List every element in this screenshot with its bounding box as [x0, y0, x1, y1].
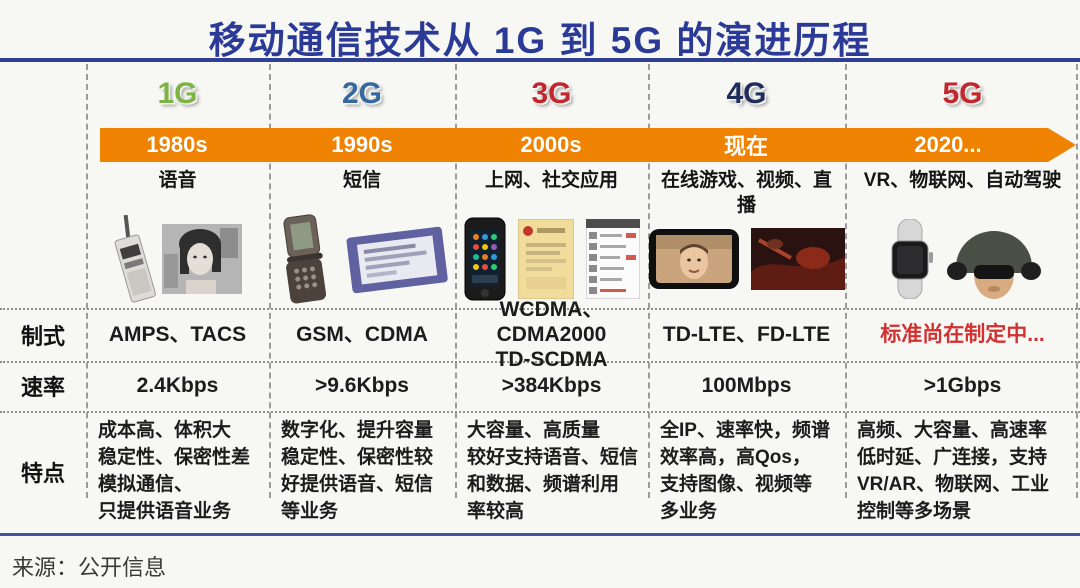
images-5g: [845, 210, 1080, 308]
empty-cell: [0, 210, 86, 308]
era-label-1990s: 1990s: [331, 132, 393, 157]
row-separator: [0, 361, 1080, 363]
portrait-photo-image: [161, 224, 242, 294]
evolution-table: 1G 2G 3G 4G 5G 1980s 1990s 2000s 现在 2020…: [0, 62, 1080, 533]
images-1g: [86, 210, 269, 308]
application-1g: 语音: [158, 170, 197, 191]
sms-screen-image: [346, 226, 448, 294]
era-label-1980s: 1980s: [146, 132, 208, 157]
rate-1g: 2.4Kbps: [136, 374, 219, 397]
gen-label-5g: 5G: [942, 77, 983, 110]
application-3g: 上网、社交应用: [484, 170, 618, 191]
vr-headset-person-image: [946, 231, 1041, 299]
column-separator: [845, 64, 847, 498]
webpage-image: [517, 219, 574, 299]
row-label-standard: 制式: [20, 323, 65, 349]
timeline-arrow-row: 1980s 1990s 2000s 现在 2020...: [0, 126, 1080, 164]
features-3g: 大容量、高质量 较好支持语音、短信 和数据、频谱利用 率较高: [467, 420, 639, 522]
rate-3g: >384Kbps: [501, 374, 602, 397]
column-separator: [1076, 64, 1078, 498]
era-label-2020: 2020...: [914, 132, 982, 157]
video-call-phone-image: [649, 229, 739, 289]
gen-label-4g: 4G: [726, 77, 767, 110]
column-separator: [455, 64, 457, 498]
rate-5g: >1Gbps: [923, 374, 1002, 397]
row-label-features: 特点: [20, 461, 65, 486]
page-title: 移动通信技术从 1G 到 5G 的演进历程: [208, 20, 872, 61]
standard-4g: TD-LTE、FD-LTE: [662, 323, 831, 346]
standard-3g: WCDMA、CDMA2000 TD-SCDMA: [495, 298, 608, 371]
standard-2g: GSM、CDMA: [296, 323, 428, 346]
empty-cell: [0, 164, 86, 210]
smartphone-image: [464, 217, 505, 301]
gen-label-1g: 1G: [157, 77, 198, 110]
source-note: 来源：公开信息: [12, 555, 167, 580]
images-2g: [269, 210, 455, 308]
features-1g: 成本高、体积大 稳定性、保密性差 模拟通信、 只提供语音业务: [98, 420, 251, 522]
gen-label-3g: 3G: [531, 77, 572, 110]
flip-phone-image: [283, 214, 327, 304]
app-list-image: [585, 219, 640, 299]
rate-4g: 100Mbps: [701, 374, 792, 397]
column-separator: [86, 64, 88, 498]
application-2g: 短信: [342, 170, 381, 191]
smartwatch-image: [891, 219, 933, 299]
brick-phone-image: [114, 214, 156, 303]
rate-2g: >9.6Kbps: [315, 374, 409, 397]
title-divider: [0, 58, 1080, 62]
column-separator: [648, 64, 650, 498]
gen-label-2g: 2G: [341, 77, 383, 110]
standard-1g: AMPS、TACS: [108, 323, 247, 346]
application-5g: VR、物联网、自动驾驶: [863, 170, 1062, 191]
row-separator: [0, 308, 1080, 310]
features-5g: 高频、大容量、高速率 低时延、广连接，支持 VR/AR、物联网、工业 控制等多场…: [857, 420, 1050, 522]
timeline-arrow: [100, 128, 1076, 162]
row-separator: [0, 411, 1080, 413]
era-label-2000s: 2000s: [520, 132, 582, 157]
bottom-divider: [0, 533, 1080, 536]
standard-5g: 标准尚在制定中...: [880, 323, 1045, 346]
features-4g: 全IP、速率快，频谱 效率高，高Qos， 支持图像、视频等 多业务: [660, 420, 830, 522]
corner-cell: [0, 62, 86, 126]
era-label-now: 现在: [723, 134, 769, 159]
images-4g: [648, 210, 845, 308]
images-3g: [455, 210, 648, 308]
application-4g: 在线游戏、视频、直播: [660, 170, 832, 216]
video-frame-image: [750, 228, 845, 290]
features-2g: 数字化、提升容量 稳定性、保密性较 好提供语音、短信 等业务: [281, 420, 434, 522]
column-separator: [269, 64, 271, 498]
row-label-rate: 速率: [20, 375, 65, 400]
